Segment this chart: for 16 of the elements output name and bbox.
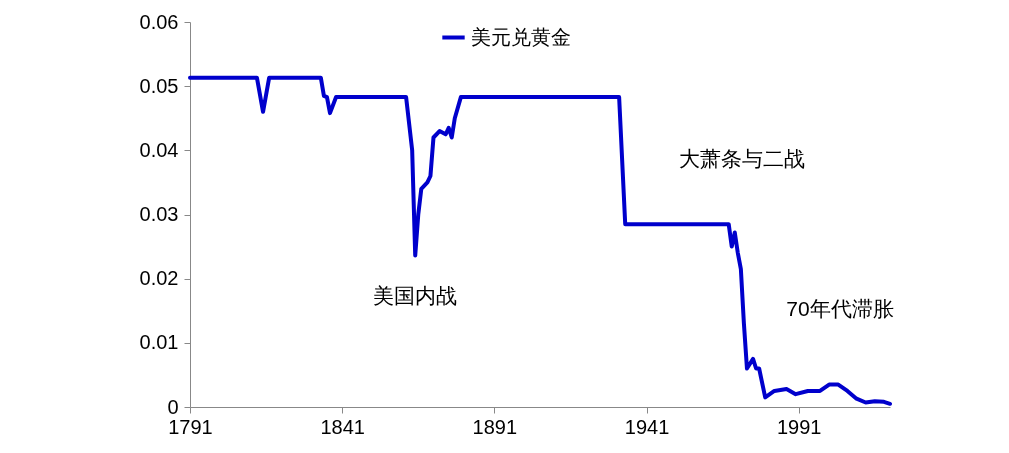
x-tick-label: 1891 xyxy=(472,415,518,438)
legend-label: 美元兑黄金 xyxy=(471,25,571,48)
y-tick-label: 0.01 xyxy=(139,331,179,354)
x-tick-label: 1941 xyxy=(624,415,670,438)
y-tick-label: 0.06 xyxy=(139,10,179,33)
annotation: 美国内战 xyxy=(373,284,457,307)
x-tick-label: 1791 xyxy=(168,415,213,438)
annotation: 70年代滞胀 xyxy=(786,297,894,320)
x-tick-label: 1991 xyxy=(776,415,822,438)
x-tick-label: 1841 xyxy=(320,415,365,438)
annotation: 大萧条与二战 xyxy=(679,147,805,170)
y-tick-label: 0 xyxy=(167,395,179,418)
y-tick-label: 0.02 xyxy=(139,267,179,290)
y-tick-label: 0.03 xyxy=(139,203,179,225)
y-tick-label: 0.04 xyxy=(139,138,179,161)
y-tick-label: 0.05 xyxy=(139,74,179,97)
